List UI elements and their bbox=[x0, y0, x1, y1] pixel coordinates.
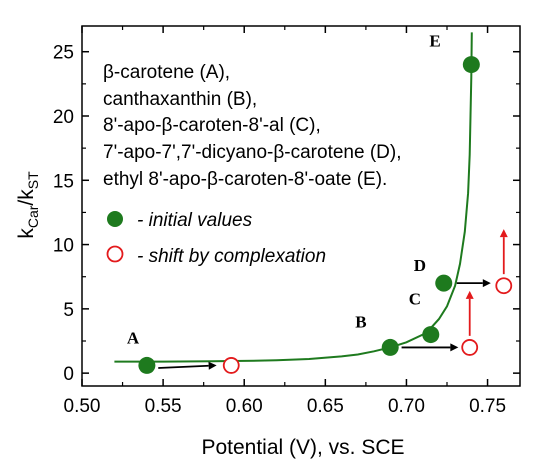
arrow-layer bbox=[158, 229, 508, 370]
point-label-d: D bbox=[414, 256, 426, 275]
compound-line-c: 8'-apo-β-caroten-8'-al (C), bbox=[103, 115, 321, 136]
compound-list: β-carotene (A), canthaxanthin (B), 8'-ap… bbox=[103, 62, 402, 190]
y-tick-label-2: 10 bbox=[53, 236, 74, 257]
point-label-a: A bbox=[127, 328, 140, 347]
x-axis-title: Potential (V), vs. SCE bbox=[201, 436, 404, 459]
y-axis-title-k: k bbox=[15, 228, 38, 239]
chart-axes: 0.50 0.55 0.60 0.65 0.70 0.75 0 5 10 15 20 25 bbox=[53, 25, 521, 417]
y-tick-label-4: 20 bbox=[53, 107, 74, 128]
y-tick-label-1: 5 bbox=[63, 300, 74, 321]
shifted-point-a bbox=[222, 357, 240, 374]
compound-line-e: ethyl 8'-apo-β-caroten-8'-oate (E). bbox=[103, 169, 387, 190]
shift-arrow-0-shaft bbox=[158, 364, 209, 369]
legend-initial-label: - initial values bbox=[137, 210, 253, 231]
initial-point-e bbox=[462, 56, 480, 74]
compound-line-a: β-carotene (A), bbox=[103, 62, 230, 83]
point-label-b: B bbox=[355, 312, 366, 331]
y-axis-title: kCar/kST bbox=[15, 171, 41, 239]
x-tick-label-4: 0.70 bbox=[388, 396, 425, 417]
shift-arrow-2-head bbox=[482, 279, 491, 288]
compound-line-b: canthaxanthin (B), bbox=[103, 89, 257, 110]
y-tick-label-0: 0 bbox=[63, 364, 74, 385]
initial-point-b bbox=[381, 338, 399, 356]
shift-arrow-1-head bbox=[450, 343, 459, 352]
complexation-arrow-0-head bbox=[465, 290, 474, 299]
y-tick-label-3: 15 bbox=[53, 171, 74, 192]
initial-point-c bbox=[422, 326, 440, 344]
x-tick-label-5: 0.75 bbox=[469, 396, 506, 417]
data-points-layer: A B CD E bbox=[127, 32, 513, 374]
y-axis-title-sub2: ST bbox=[25, 171, 41, 189]
x-tick-label-3: 0.65 bbox=[307, 396, 344, 417]
legend-shift-label: - shift by complexation bbox=[137, 246, 326, 267]
x-tick-label-2: 0.60 bbox=[226, 396, 263, 417]
y-axis-title-sep: /k bbox=[15, 189, 38, 206]
y-axis-title-sub1: Car bbox=[25, 205, 41, 228]
complexation-arrow-1-head bbox=[499, 229, 508, 238]
y-tick-label-5: 25 bbox=[53, 43, 74, 64]
shifted-point-d bbox=[495, 277, 513, 295]
shifted-point-b bbox=[461, 339, 479, 356]
legend-filled-marker bbox=[107, 211, 123, 227]
legend: - initial values - shift by complexation bbox=[106, 210, 326, 267]
x-tick-label-1: 0.55 bbox=[145, 396, 182, 417]
point-label-e: E bbox=[429, 32, 440, 51]
plot-frame bbox=[81, 25, 521, 387]
initial-point-d bbox=[435, 274, 453, 292]
compound-line-d: 7'-apo-7',7'-dicyano-β-carotene (D), bbox=[103, 142, 402, 163]
initial-point-a bbox=[138, 356, 156, 374]
legend-open-marker bbox=[106, 245, 124, 263]
point-label-c: C bbox=[409, 290, 421, 309]
x-tick-label-0: 0.50 bbox=[64, 396, 101, 417]
shift-arrow-0-head bbox=[208, 361, 217, 370]
